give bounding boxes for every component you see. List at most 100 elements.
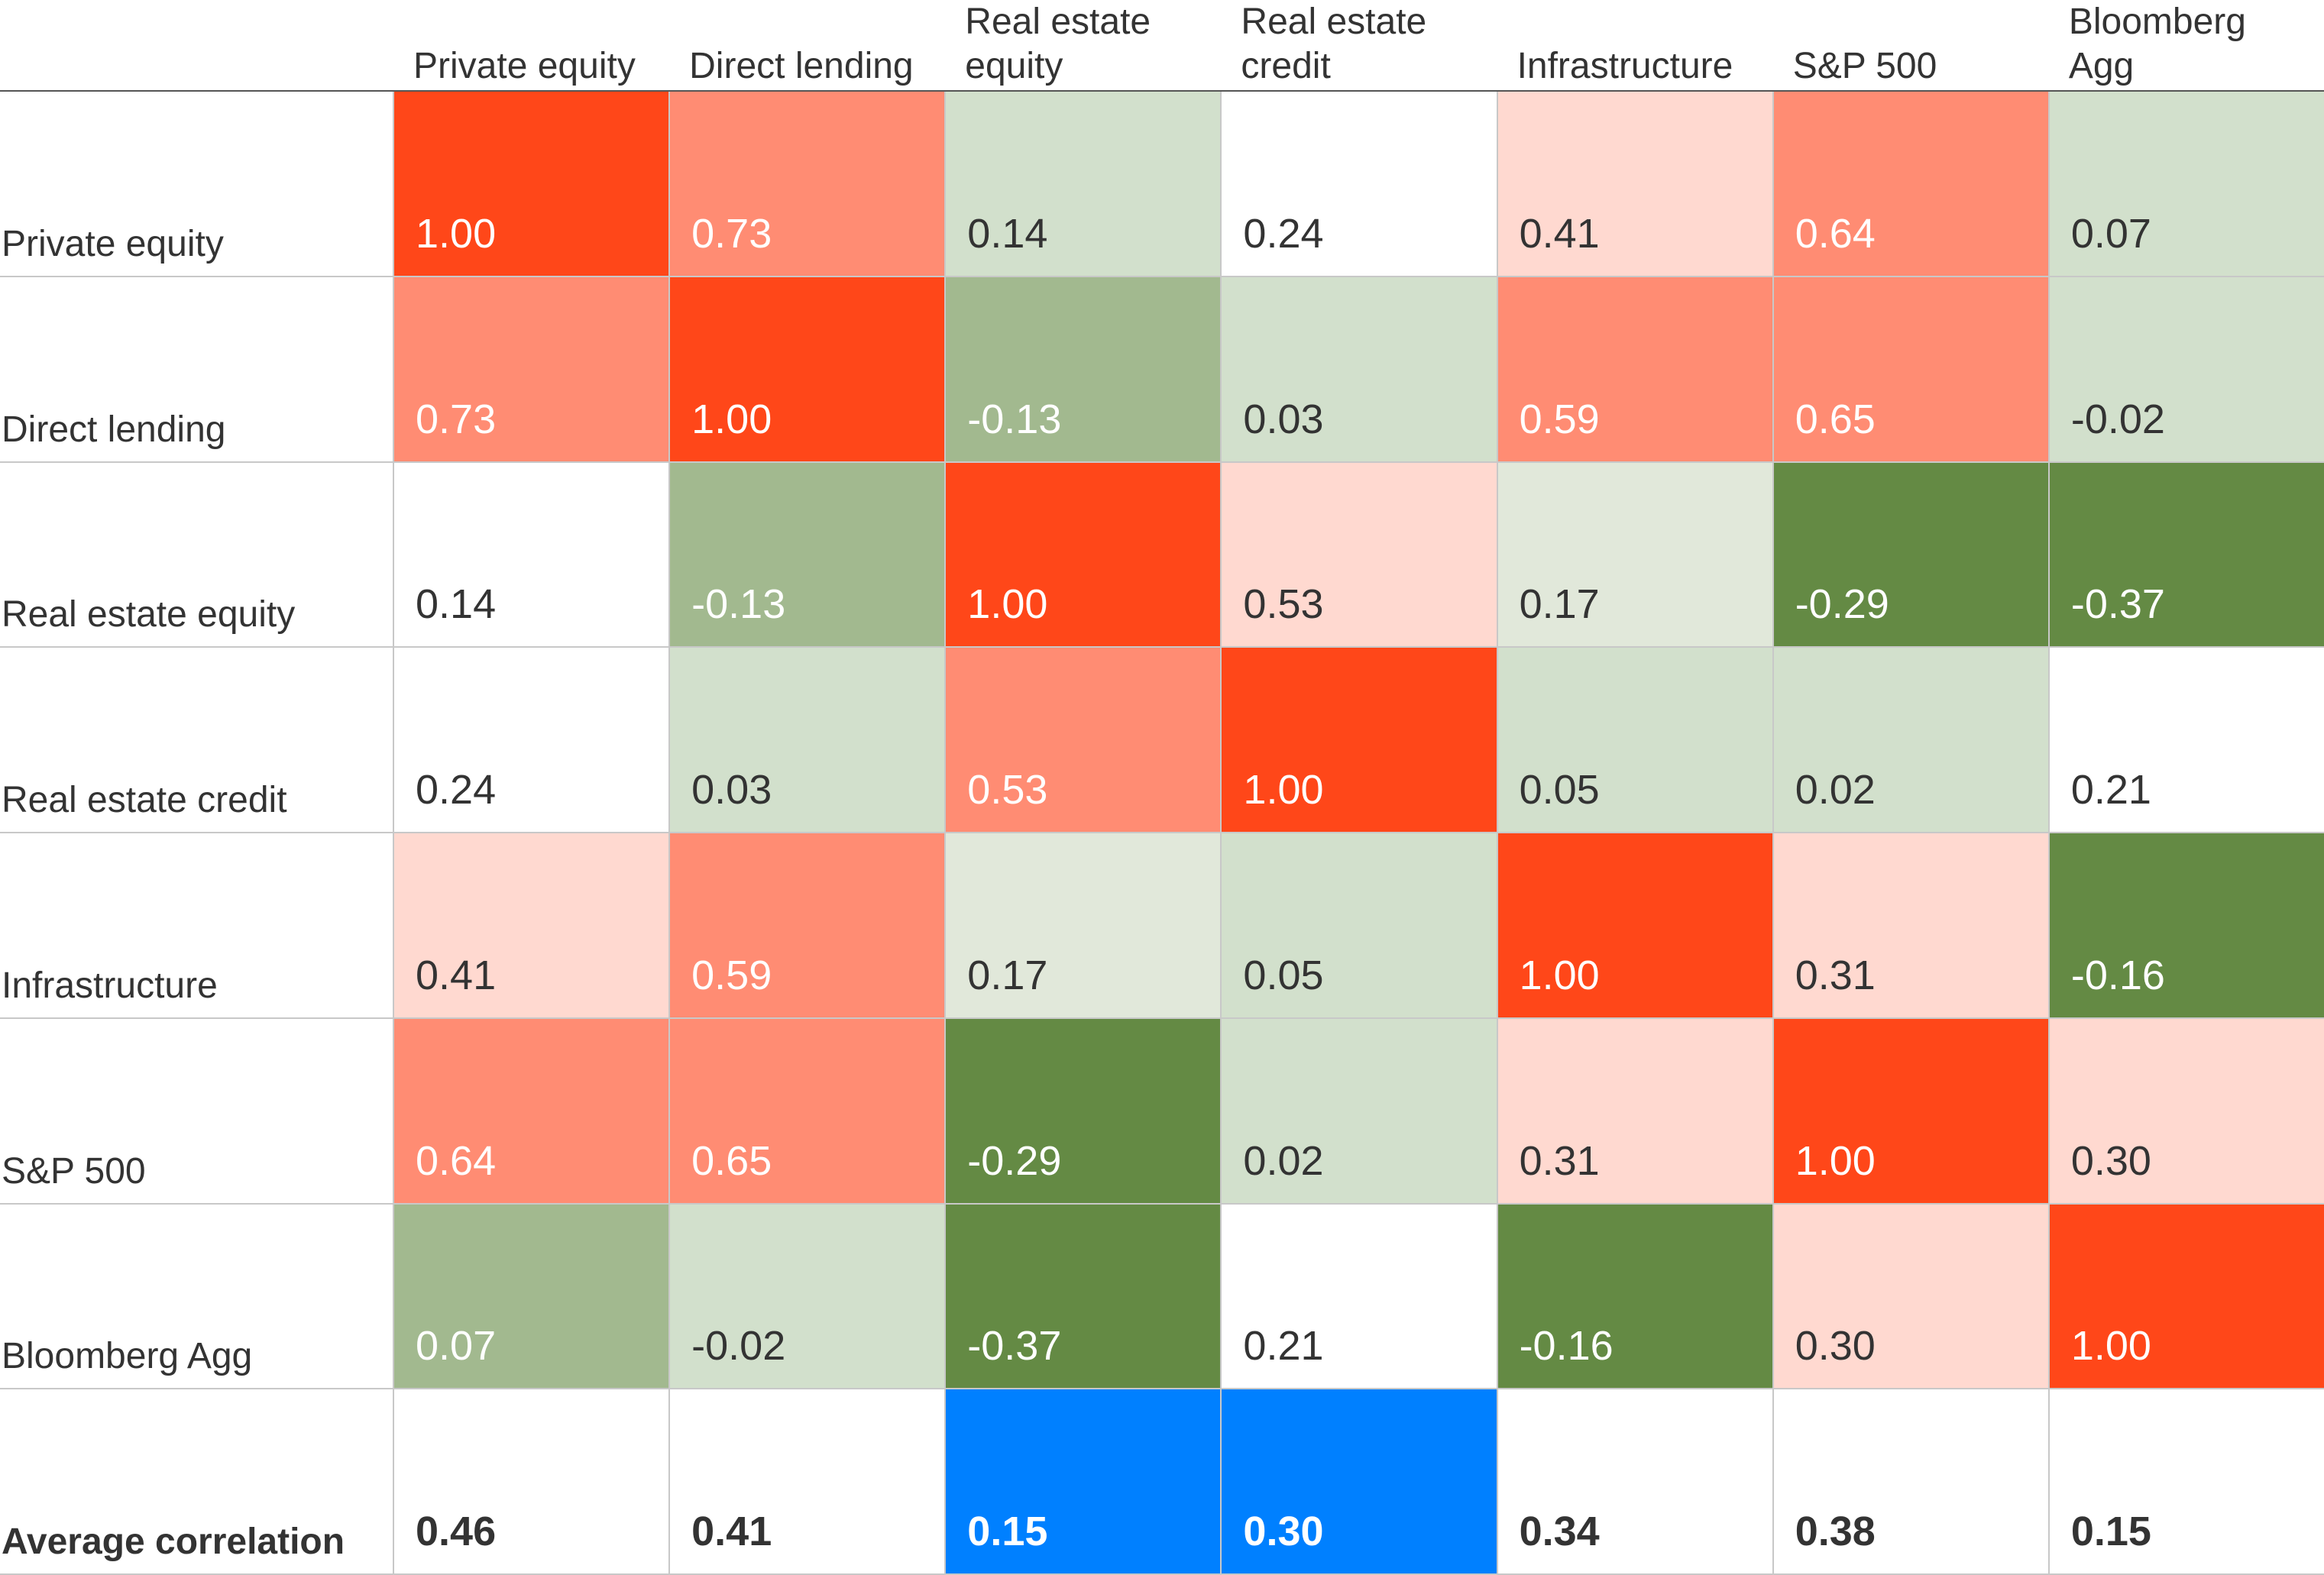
label-text: -0.29	[1795, 581, 1889, 628]
heatmap-cell: 0.03	[1220, 277, 1497, 463]
label-text: Real estate equity	[965, 2, 1151, 86]
heatmap-cell: 1.00	[393, 92, 669, 277]
label-text: 0.14	[416, 581, 497, 628]
label-text: Direct lending	[2, 409, 226, 450]
heatmap-cell: 0.21	[1220, 1204, 1497, 1390]
label-text: 0.07	[416, 1323, 497, 1370]
row-label: Real estate credit	[0, 648, 393, 833]
heatmap-cell: 0.59	[1496, 277, 1772, 463]
heatmap-cell: 1.00	[668, 277, 945, 463]
label-text: 0.65	[1795, 396, 1876, 442]
label-text: 0.05	[1519, 767, 1600, 813]
heatmap-cell: 0.05	[1220, 833, 1497, 1019]
label-text: -0.02	[691, 1323, 786, 1370]
heatmap-cell: 1.00	[1772, 1018, 2048, 1205]
label-text: 1.00	[416, 210, 497, 257]
summary-cell: 0.38	[1772, 1389, 2048, 1575]
label-text: -0.29	[967, 1137, 1062, 1184]
heatmap-cell: -0.02	[2047, 277, 2324, 463]
label-text: 0.53	[967, 767, 1048, 813]
heatmap-cell: -0.13	[668, 462, 945, 648]
label-text: 0.64	[416, 1137, 497, 1184]
heatmap-cell: 0.02	[1772, 648, 2048, 833]
heatmap-cell: 0.41	[393, 833, 669, 1019]
heatmap-cell: 0.64	[1772, 92, 2048, 277]
heatmap-cell: 0.05	[1496, 648, 1772, 833]
label-text: Real estate equity	[2, 594, 296, 635]
label-text: 1.00	[2070, 1323, 2151, 1370]
heatmap-cell: 0.14	[944, 92, 1221, 277]
label-text: -0.37	[2070, 581, 2165, 628]
summary-cell: 0.15	[944, 1389, 1221, 1575]
row-label: Direct lending	[0, 277, 393, 463]
label-text: 0.41	[416, 952, 497, 998]
label-text: 0.31	[1519, 1137, 1600, 1184]
label-text: 0.24	[416, 767, 497, 813]
label-text: Bloomberg Agg	[2068, 2, 2246, 86]
label-text: -0.13	[691, 581, 786, 628]
row-label: Real estate equity	[0, 463, 393, 648]
column-header: S&P 500	[1772, 0, 2048, 92]
label-text: Infrastructure	[1516, 46, 1733, 86]
row-label: Infrastructure	[0, 833, 393, 1019]
heatmap-cell: 0.53	[944, 648, 1221, 833]
label-text: 0.41	[691, 1509, 772, 1554]
label-text: 0.02	[1243, 1137, 1324, 1184]
heatmap-cell: 0.24	[1220, 92, 1497, 277]
header-rule	[0, 90, 2324, 92]
label-text: 0.15	[967, 1509, 1048, 1554]
heatmap-cell: 0.65	[1772, 277, 2048, 463]
label-text: 1.00	[1519, 952, 1600, 998]
heatmap-cell: 0.03	[668, 648, 945, 833]
label-text: S&P 500	[2, 1150, 146, 1192]
label-text: 1.00	[1795, 1137, 1876, 1184]
label-text: Real estate credit	[1241, 2, 1427, 86]
label-text: 1.00	[1243, 767, 1324, 813]
label-text: 0.73	[416, 396, 497, 442]
summary-cell: 0.41	[668, 1389, 945, 1575]
heatmap-cell: 0.64	[393, 1018, 669, 1205]
label-text: Average correlation	[2, 1522, 345, 1562]
label-text: -0.13	[967, 396, 1062, 442]
label-text: 0.30	[1795, 1323, 1876, 1370]
summary-cell: 0.34	[1496, 1389, 1772, 1575]
label-text: 0.65	[691, 1137, 772, 1184]
heatmap-cell: -0.02	[668, 1204, 945, 1390]
label-text: 0.03	[691, 767, 772, 813]
label-text: 0.21	[1243, 1323, 1324, 1370]
label-text: Direct lending	[689, 46, 914, 86]
heatmap-cell: 0.07	[393, 1204, 669, 1390]
label-text: Private equity	[2, 223, 224, 264]
heatmap-cell: -0.29	[1772, 462, 2048, 648]
label-text: 0.17	[967, 952, 1048, 998]
heatmap-cell: -0.37	[944, 1204, 1221, 1390]
label-text: Private equity	[413, 46, 636, 86]
column-header: Real estate credit	[1220, 0, 1496, 92]
heatmap-cell: 1.00	[1220, 648, 1497, 833]
heatmap-cell: 0.53	[1220, 462, 1497, 648]
heatmap-cell: 0.21	[2047, 648, 2324, 833]
label-text: 0.30	[2070, 1137, 2151, 1184]
label-text: 0.17	[1519, 581, 1600, 628]
column-header: Real estate equity	[944, 0, 1220, 92]
label-text: 0.21	[2070, 767, 2151, 813]
label-text: 0.73	[691, 210, 772, 257]
row-label: S&P 500	[0, 1019, 393, 1205]
heatmap-cell: -0.29	[944, 1018, 1221, 1205]
label-text: 0.59	[1519, 396, 1600, 442]
row-label: Private equity	[0, 92, 393, 277]
summary-cell: 0.15	[2047, 1389, 2324, 1575]
heatmap-cell: -0.16	[2047, 833, 2324, 1019]
heatmap-cell: 1.00	[2047, 1204, 2324, 1390]
heatmap-cell: 0.65	[668, 1018, 945, 1205]
heatmap-cell: 0.73	[393, 277, 669, 463]
label-text: S&P 500	[1792, 46, 1937, 86]
summary-cell: 0.30	[1220, 1389, 1497, 1575]
heatmap-cell: 0.30	[1772, 1204, 2048, 1390]
label-text: -0.16	[2070, 952, 2165, 998]
summary-label: Average correlation	[0, 1389, 393, 1575]
heatmap-cell: 0.59	[668, 833, 945, 1019]
label-text: 0.24	[1243, 210, 1324, 257]
column-header: Infrastructure	[1497, 0, 1772, 92]
